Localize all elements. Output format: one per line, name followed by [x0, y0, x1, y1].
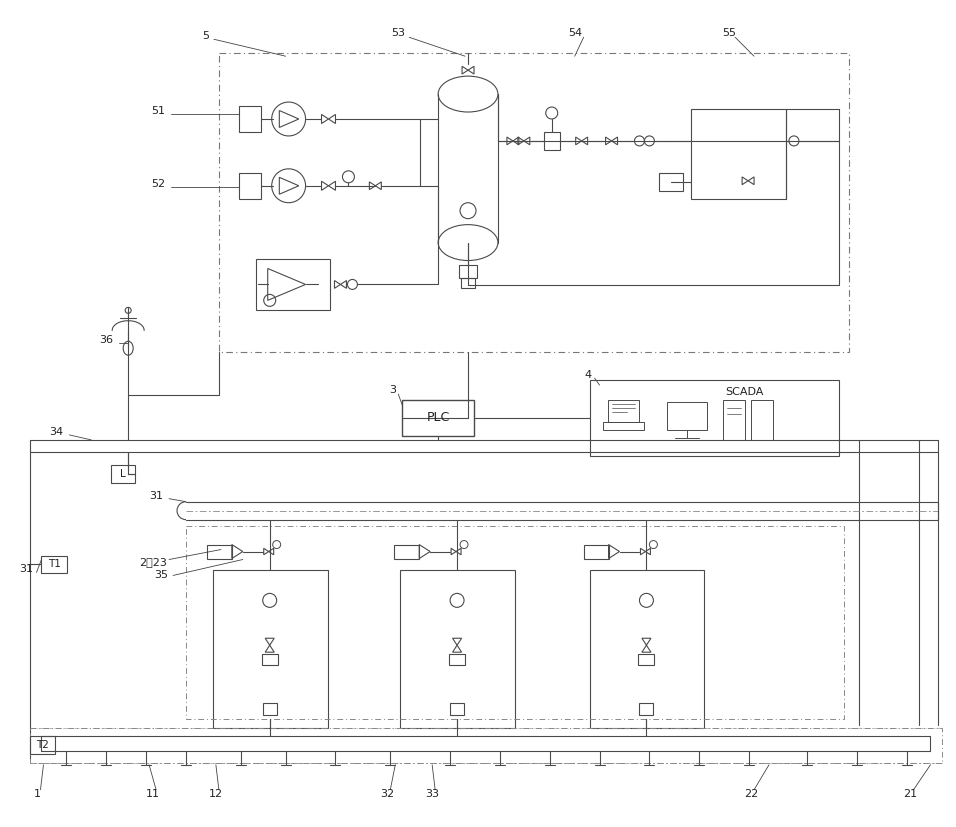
Bar — [660, 173, 684, 191]
Bar — [263, 703, 276, 715]
Bar — [450, 703, 464, 715]
Text: 11: 11 — [146, 789, 160, 799]
Bar — [219, 53, 849, 352]
Bar — [186, 526, 844, 719]
Text: 12: 12 — [208, 789, 223, 799]
Bar — [751, 400, 773, 440]
Bar — [723, 400, 745, 440]
Bar — [30, 728, 943, 762]
Text: 22: 22 — [744, 789, 758, 799]
Text: SCADA: SCADA — [725, 387, 763, 397]
Bar — [206, 544, 231, 558]
Bar — [256, 259, 331, 310]
Text: 3: 3 — [389, 385, 396, 395]
Text: T1: T1 — [48, 560, 61, 570]
Text: 52: 52 — [151, 179, 165, 189]
Bar — [41, 556, 67, 573]
Bar — [639, 654, 655, 665]
Text: 34: 34 — [50, 427, 63, 437]
Bar — [544, 132, 559, 150]
Text: 35: 35 — [154, 571, 168, 581]
Bar — [590, 571, 705, 728]
Text: 2、23: 2、23 — [140, 557, 167, 567]
Text: 53: 53 — [391, 28, 405, 38]
Text: 5: 5 — [203, 31, 209, 41]
Bar — [667, 402, 707, 430]
Text: 31: 31 — [19, 565, 33, 575]
Text: 32: 32 — [380, 789, 395, 799]
Bar — [239, 173, 261, 198]
Bar — [239, 106, 261, 132]
Text: 31: 31 — [149, 490, 163, 500]
Text: L: L — [120, 469, 126, 479]
Bar — [213, 571, 328, 728]
Text: 51: 51 — [151, 106, 165, 116]
Bar — [394, 544, 419, 558]
Text: 33: 33 — [425, 789, 439, 799]
Bar — [584, 544, 609, 558]
Bar — [111, 465, 135, 483]
Text: 4: 4 — [584, 370, 591, 380]
Bar — [602, 422, 644, 430]
Bar — [608, 400, 640, 422]
Bar — [461, 279, 475, 289]
Text: 1: 1 — [34, 789, 41, 799]
Bar — [459, 265, 477, 279]
Bar — [449, 654, 465, 665]
Text: 54: 54 — [569, 28, 583, 38]
Text: 55: 55 — [722, 28, 736, 38]
Bar — [402, 400, 474, 436]
Text: 36: 36 — [99, 335, 113, 345]
Bar — [262, 654, 277, 665]
Text: T2: T2 — [36, 740, 49, 750]
Text: 21: 21 — [903, 789, 918, 799]
Bar — [640, 703, 653, 715]
Bar — [590, 380, 838, 456]
Text: PLC: PLC — [426, 412, 449, 424]
Bar — [401, 571, 515, 728]
Bar — [691, 109, 786, 198]
Bar — [30, 736, 55, 754]
